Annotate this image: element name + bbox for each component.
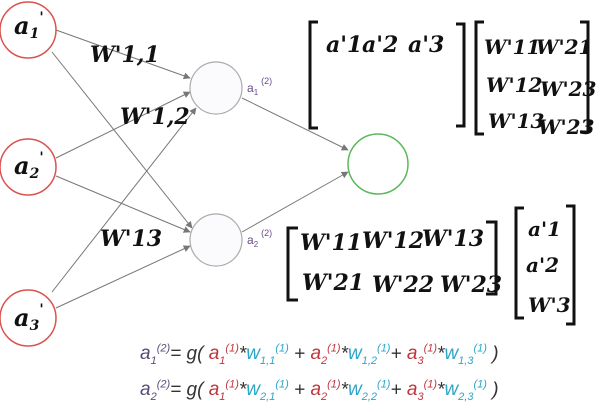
eq2-close: ) bbox=[492, 379, 499, 401]
bracket-right bbox=[580, 20, 590, 134]
weight-r3c1: W'13 bbox=[488, 109, 545, 133]
input-node-1-label: a1' bbox=[14, 10, 44, 42]
column-vector-right: a'1 a'2 W'3 bbox=[514, 204, 576, 326]
col-vector-a2: a'2 bbox=[526, 253, 559, 277]
weight-r2c2: W'23 bbox=[540, 77, 597, 101]
plus-operator: + bbox=[390, 343, 402, 365]
edge-in2-h2 bbox=[55, 175, 191, 233]
eq2-w23: w2,3(1) bbox=[444, 379, 487, 404]
times-operator: * bbox=[238, 343, 247, 365]
weight-labels: W'1,1 W'1,2 W'13 bbox=[90, 42, 190, 252]
weight-label-w11: W'1,1 bbox=[90, 42, 160, 68]
row-vector-a3: a'3 bbox=[408, 32, 444, 58]
eq1-a1: a1(1) bbox=[208, 343, 239, 368]
edge-in3-h2 bbox=[55, 245, 191, 309]
hidden-layer: a1(2) a2(2) bbox=[189, 61, 272, 267]
output-node bbox=[347, 133, 409, 195]
plus-operator: + bbox=[294, 379, 306, 401]
input-node-2-label: a2' bbox=[14, 150, 44, 182]
col-vector-a1: a'1 bbox=[528, 217, 561, 241]
matrix-top-row-vector: a'1 a'2 a'3 bbox=[308, 20, 466, 130]
eq1-w12: w1,2(1) bbox=[348, 343, 391, 368]
matrix-weights-bottom: W'11 W'12 W'13 W'21 W'22 W'23 bbox=[286, 220, 502, 302]
row-vector-a2: a'2 bbox=[362, 32, 398, 58]
weight-r3c2: W'23 bbox=[538, 115, 595, 139]
weight-b-r2c2: W'22 bbox=[372, 272, 434, 298]
eq1-w11: w1,1(1) bbox=[246, 343, 289, 368]
eq2-a2: a2(1) bbox=[310, 379, 341, 404]
weight-b-r1c3: W'13 bbox=[422, 226, 484, 252]
edge-in3-h1 bbox=[51, 107, 197, 293]
plus-operator: + bbox=[294, 343, 306, 365]
plus-operator: + bbox=[390, 379, 402, 401]
equation-1: a1(2)= g( a1(1)*w1,1(1) + a2(1)*w1,2(1)+… bbox=[140, 343, 499, 367]
equation-2: a2(2)= g( a1(1)*w2,1(1) + a2(1)*w2,2(1)+… bbox=[140, 379, 499, 403]
matrix-weights-right: W'11 W'21 W'12 W'23 W'13 W'23 bbox=[474, 20, 597, 139]
bracket-right bbox=[566, 204, 576, 326]
times-operator: * bbox=[437, 343, 445, 365]
edge-h2-out bbox=[241, 171, 349, 233]
input-node-3 bbox=[0, 289, 57, 347]
hidden-node-2-label: a2(2) bbox=[247, 228, 272, 249]
times-operator: * bbox=[437, 379, 445, 401]
row-vector-a1: a'1 bbox=[326, 32, 362, 58]
weight-b-r1c2: W'12 bbox=[362, 228, 424, 254]
bracket-left bbox=[474, 20, 484, 136]
weight-label-w12: W'1,2 bbox=[120, 104, 190, 130]
bracket-left bbox=[308, 20, 318, 130]
eq1-a3: a3(1) bbox=[406, 343, 438, 368]
eq1-close: ) bbox=[492, 343, 499, 365]
weight-r1c2: W'21 bbox=[536, 35, 592, 59]
input-node-2 bbox=[0, 138, 57, 196]
col-vector-w3: W'3 bbox=[528, 293, 571, 317]
edge-h1-out bbox=[241, 97, 349, 151]
bracket-right bbox=[456, 22, 466, 128]
eq2-a3: a3(1) bbox=[406, 379, 438, 404]
times-operator: * bbox=[340, 343, 348, 365]
connection-edges bbox=[51, 29, 349, 309]
hidden-node-1-label: a1(2) bbox=[247, 76, 272, 97]
hidden-node-2 bbox=[189, 213, 243, 267]
weight-b-r1c1: W'11 bbox=[300, 230, 362, 256]
input-node-3-label: a3' bbox=[14, 302, 44, 334]
eq2-w22: w2,2(1) bbox=[348, 379, 391, 404]
bracket-left bbox=[514, 206, 524, 320]
weight-b-r2c1: W'21 bbox=[302, 270, 364, 296]
times-operator: * bbox=[340, 379, 348, 401]
input-node-1 bbox=[0, 1, 57, 59]
edge-in1-h1 bbox=[55, 29, 191, 80]
weight-label-w13: W'13 bbox=[100, 226, 162, 252]
eq2-a1: a1(1) bbox=[208, 379, 239, 404]
weight-b-r2c3: W'23 bbox=[440, 272, 502, 298]
weight-r1c1: W'11 bbox=[484, 35, 540, 59]
eq1-a2: a2(1) bbox=[310, 343, 341, 368]
eq2-lhs: a2(2) bbox=[140, 379, 171, 404]
hidden-node-1 bbox=[189, 61, 243, 115]
eq2-w21: w2,1(1) bbox=[246, 379, 289, 404]
bracket-right bbox=[486, 220, 498, 296]
edge-in1-h2 bbox=[51, 51, 193, 229]
weight-r2c1: W'12 bbox=[486, 73, 543, 97]
times-operator: * bbox=[238, 379, 247, 401]
input-layer: a1' a2' a3' bbox=[0, 1, 57, 347]
edge-in2-h1 bbox=[55, 91, 191, 159]
eq1-w13: w1,3(1) bbox=[444, 343, 487, 368]
eq2-g: = g( bbox=[170, 379, 204, 401]
eq1-g: = g( bbox=[170, 343, 204, 365]
eq1-lhs: a1(2) bbox=[140, 343, 171, 368]
bracket-left bbox=[286, 226, 298, 302]
